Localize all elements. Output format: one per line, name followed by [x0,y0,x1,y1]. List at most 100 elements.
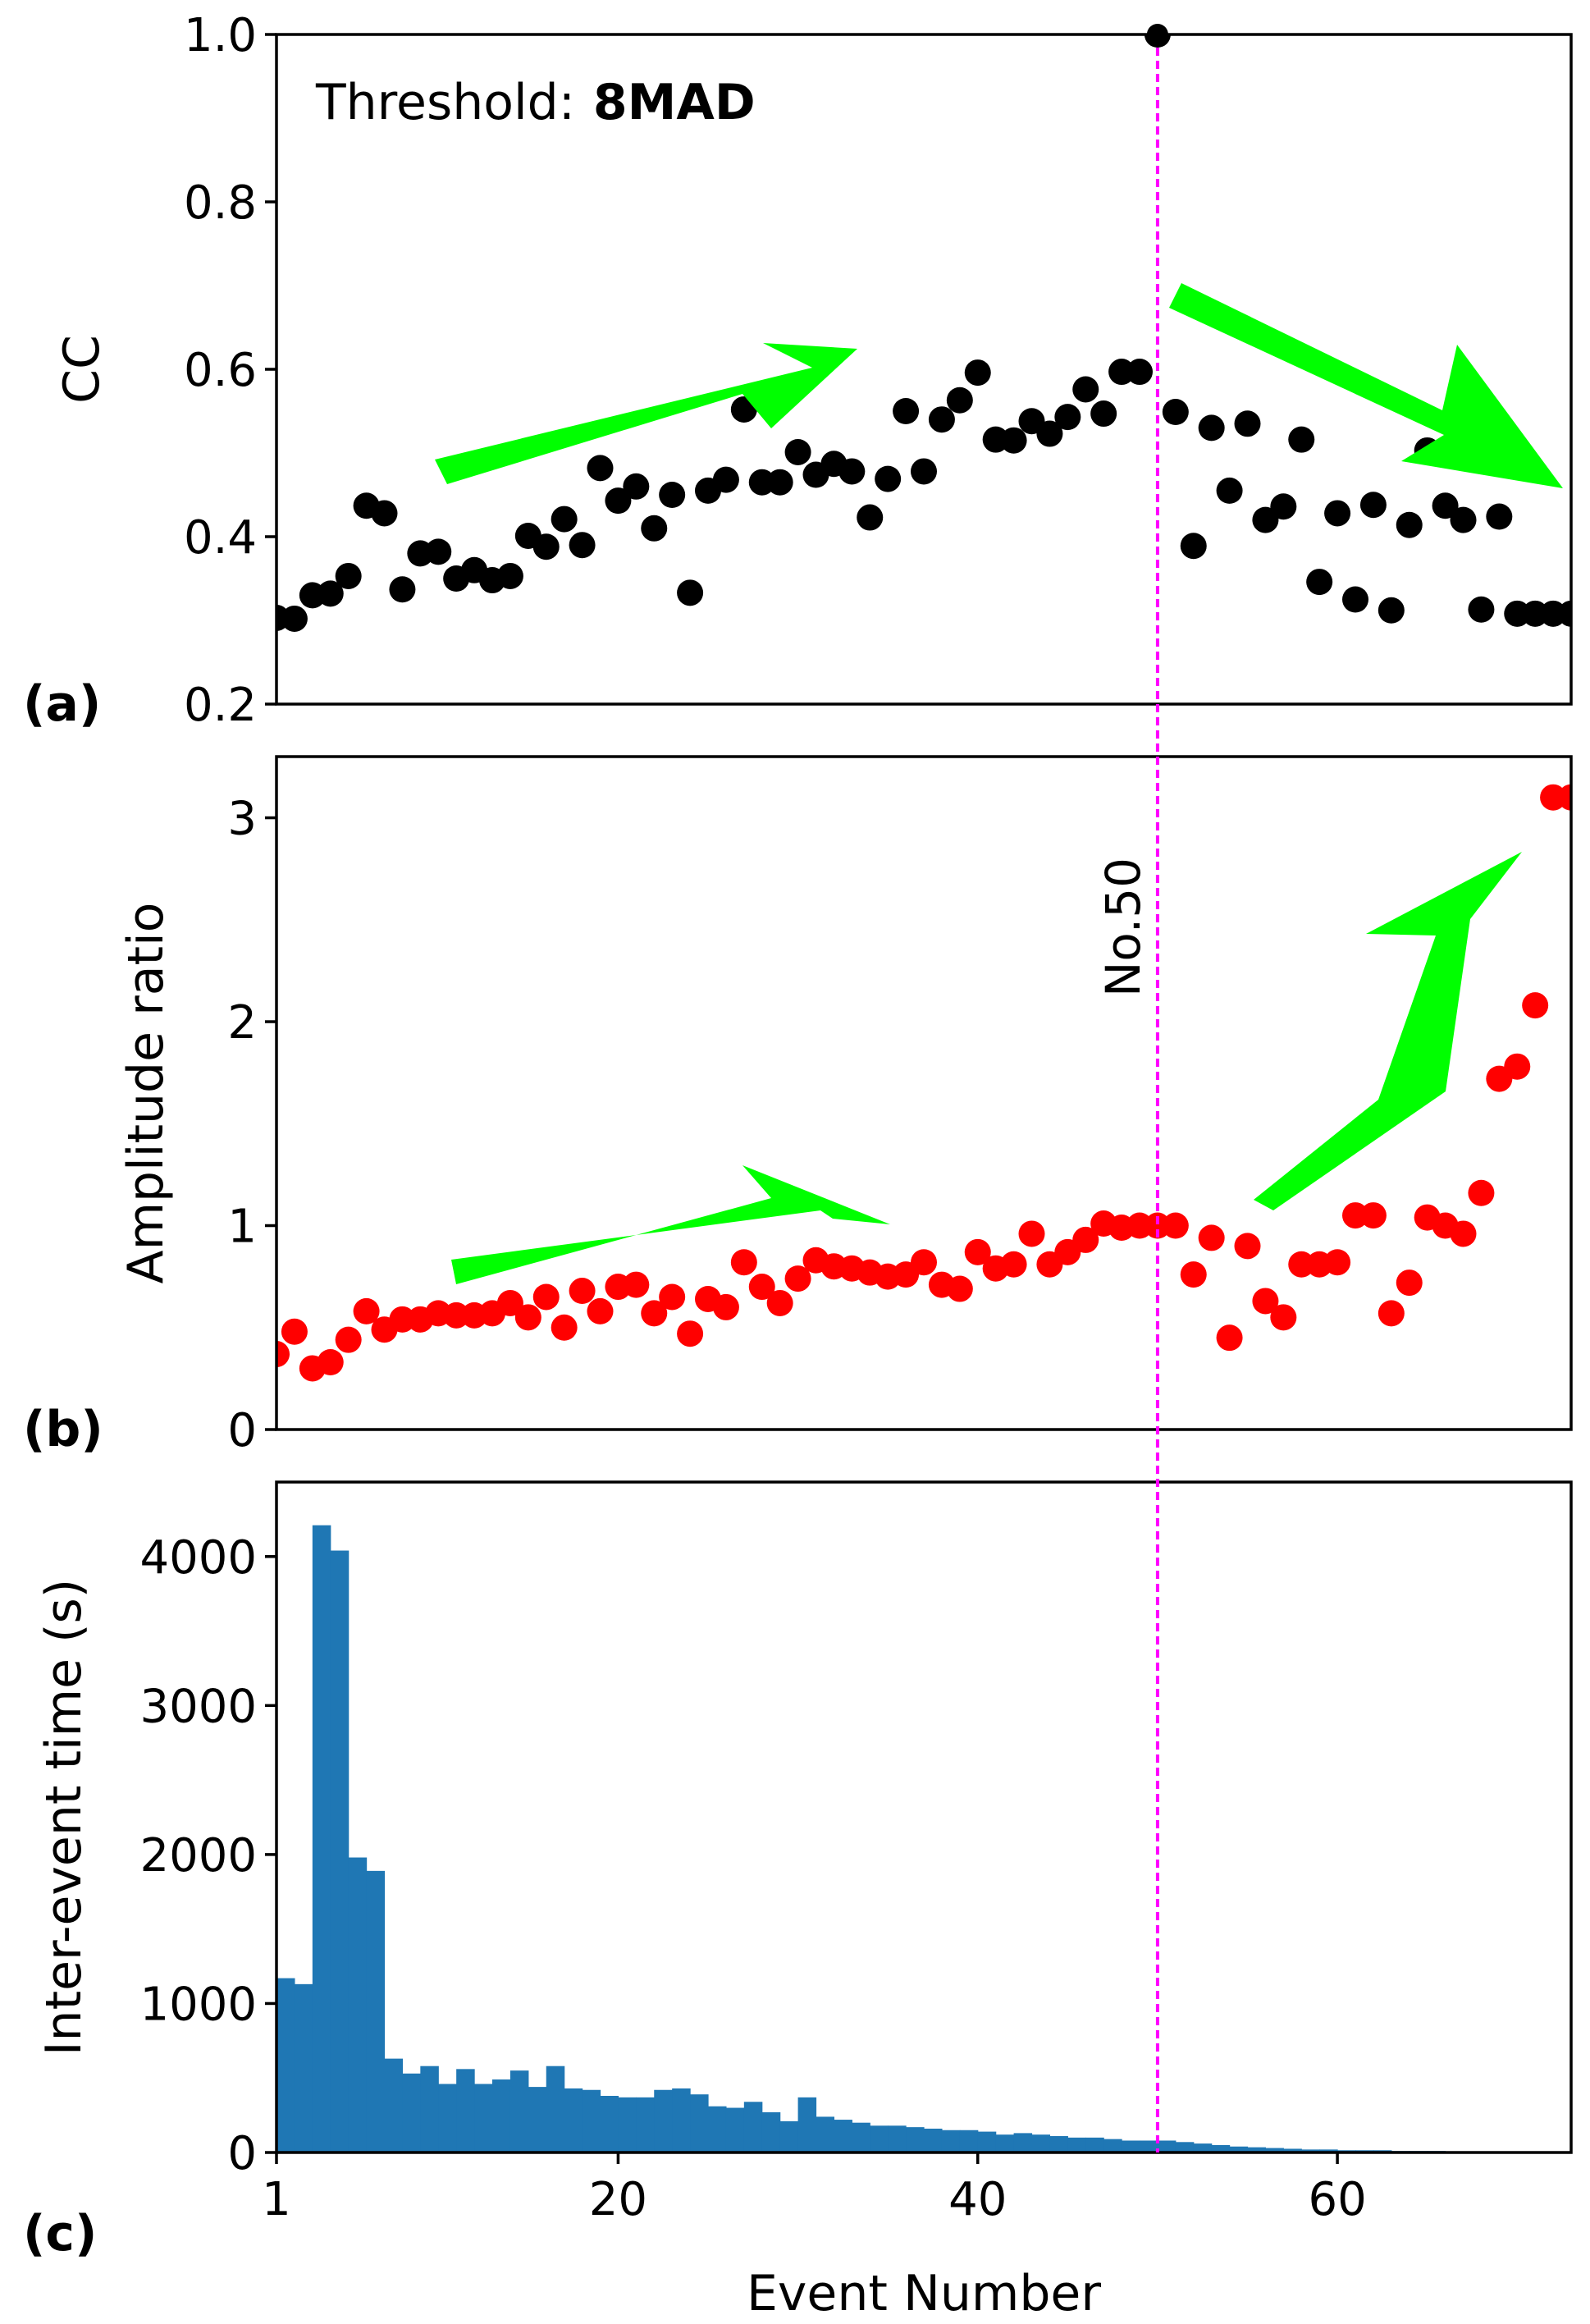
inter-event-bar-25 [708,2106,727,2152]
amplitude-point-39 [946,1275,973,1302]
amplitude-point-29 [766,1289,793,1316]
plot-area-a [276,34,1571,632]
cc-point-34 [857,504,884,531]
inter-event-bar-16 [546,2066,565,2152]
inter-event-bar-59 [1319,2149,1338,2152]
cc-point-28 [748,469,775,496]
x-tick-label-c-1: 20 [589,2173,647,2226]
panel-label-c: (c) [23,2205,97,2262]
trend-arrow-decreasing-a [1169,283,1563,488]
inter-event-bar-32 [834,2120,852,2152]
cc-point-38 [928,406,955,433]
inter-event-bar-4 [330,1550,350,2152]
amplitude-point-67 [1450,1220,1477,1247]
axes-frame-b [275,755,1573,1431]
amplitude-point-68 [1468,1179,1495,1206]
amplitude-point-2 [281,1318,308,1345]
cc-point-72 [1540,600,1567,627]
inter-event-bar-5 [348,1857,368,2152]
amplitude-point-17 [551,1314,578,1341]
inter-event-bar-43 [1031,2134,1051,2152]
cc-point-37 [911,458,937,485]
cc-point-55 [1234,410,1261,437]
inter-event-bar-45 [1067,2137,1086,2152]
inter-event-bar-26 [725,2107,745,2152]
amplitude-point-60 [1324,1249,1351,1276]
inter-event-bar-9 [420,2066,439,2152]
inter-event-bar-30 [797,2097,817,2152]
amplitude-point-40 [964,1238,991,1265]
inter-event-bar-20 [618,2097,637,2152]
y-tick-label-a-1: 0.4 [184,511,257,565]
inter-event-bar-13 [492,2079,511,2152]
inter-event-bar-35 [888,2125,907,2152]
y-tick-label-a-4: 1.0 [184,9,257,62]
threshold-prefix: Threshold: [315,74,575,131]
y-tick-label-c-3: 3000 [139,1680,257,1733]
cc-point-56 [1252,506,1279,533]
inter-event-bar-28 [761,2111,781,2152]
amplitude-point-43 [1018,1220,1045,1247]
y-axis-label-b: Amplitude ratio [117,903,175,1284]
cc-point-29 [766,469,793,496]
cc-point-71 [1522,600,1549,627]
cc-point-20 [605,487,632,515]
cc-point-51 [1162,399,1189,426]
amplitude-point-28 [748,1274,775,1301]
inter-event-bar-54 [1229,2146,1249,2152]
amplitude-point-57 [1270,1304,1297,1331]
inter-event-bar-17 [564,2088,583,2152]
amplitude-point-15 [514,1304,541,1331]
inter-event-bar-58 [1301,2149,1320,2152]
x-tick-label-c-0: 1 [262,2173,291,2226]
amplitude-point-18 [569,1278,596,1305]
reference-line-label: No.50 [1095,858,1151,997]
inter-event-bar-46 [1085,2137,1104,2152]
cc-point-26 [712,466,739,493]
cc-point-16 [532,533,560,560]
cc-point-46 [1072,376,1099,403]
cc-point-42 [1000,427,1027,454]
threshold-annotation: Threshold: 8MAD [315,74,756,131]
amplitude-point-11 [443,1302,470,1329]
plot-area-b [276,784,1571,1382]
inter-event-bar-11 [456,2069,475,2152]
inter-event-bar-12 [474,2084,493,2152]
inter-event-bar-29 [779,2120,799,2152]
inter-event-bar-56 [1265,2148,1284,2152]
cc-point-4 [317,580,344,607]
inter-event-bar-36 [906,2127,925,2152]
y-tick-label-b-1: 1 [227,1201,257,1254]
inter-event-bar-55 [1247,2147,1267,2152]
amplitude-point-46 [1072,1226,1099,1253]
inter-event-bar-23 [672,2088,691,2152]
cc-point-67 [1450,506,1477,533]
amplitude-point-72 [1540,784,1567,811]
amplitude-point-1 [276,1341,290,1368]
inter-event-bar-8 [402,2073,421,2152]
cc-point-35 [875,465,902,492]
panel-label-b: (b) [23,1401,103,1458]
amplitude-point-58 [1288,1251,1315,1278]
amplitude-point-30 [784,1265,811,1292]
cc-point-58 [1288,426,1315,453]
inter-event-bar-19 [600,2096,619,2152]
amplitude-point-5 [335,1326,362,1353]
cc-point-47 [1090,400,1117,428]
cc-point-19 [587,455,614,482]
inter-event-bar-51 [1175,2142,1195,2152]
cc-point-40 [964,359,991,387]
amplitude-point-70 [1504,1053,1531,1080]
amplitude-point-16 [532,1283,560,1311]
cc-point-59 [1306,569,1333,596]
cc-point-21 [623,473,650,500]
amplitude-point-19 [587,1297,614,1324]
y-tick-label-c-2: 2000 [139,1829,257,1883]
cc-point-36 [893,398,920,424]
cc-point-2 [281,605,308,632]
amplitude-point-56 [1252,1288,1279,1315]
cc-point-18 [569,532,596,559]
cc-point-24 [677,579,704,606]
y-tick-label-c-4: 4000 [139,1531,257,1585]
cc-point-63 [1378,597,1405,624]
